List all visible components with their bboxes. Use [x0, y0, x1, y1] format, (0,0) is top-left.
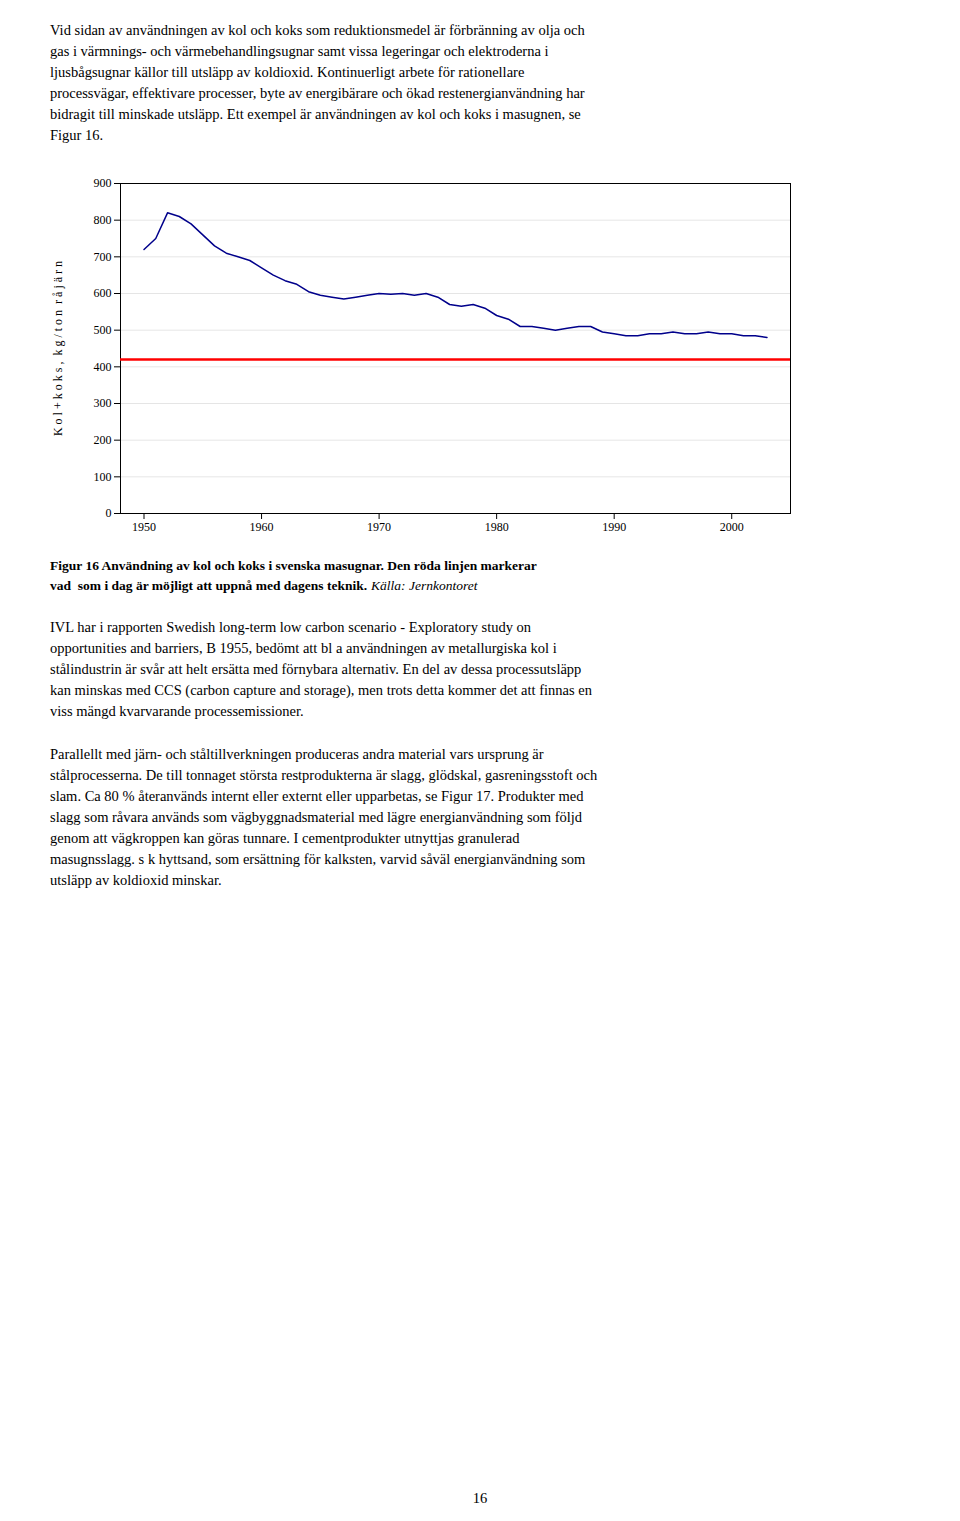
- html-text:Parallellt med järn- och stålt: Parallellt med järn- och ståltillverknin…: [50, 746, 598, 889]
- svg-text:100: 100: [94, 470, 112, 484]
- html-text:16: 16: [472, 1490, 488, 1506]
- html-text:Vid sidan av användningen av k: Vid sidan av användningen av kol och kok…: [50, 22, 585, 144]
- svg-text:300: 300: [94, 396, 112, 410]
- svg-text:0: 0: [106, 506, 112, 520]
- svg-text:900: 900: [94, 176, 112, 190]
- svg-text:K o l + k o k s , k g / t o n: K o l + k o k s , k g / t o n r å j ä r …: [51, 261, 65, 436]
- svg-text:500: 500: [94, 323, 112, 337]
- svg-text:200: 200: [94, 433, 112, 447]
- svg-text:800: 800: [94, 213, 112, 227]
- svg-text:1980: 1980: [485, 520, 509, 534]
- html-text:Figur 16 Användning av kol och: Figur 16 Användning av kol och koks i sv…: [50, 558, 537, 593]
- svg-text:1990: 1990: [602, 520, 626, 534]
- html-text:IVL har i rapporten Swedish lo: IVL har i rapporten Swedish long-term lo…: [50, 619, 592, 720]
- svg-text:1970: 1970: [367, 520, 391, 534]
- svg-text:600: 600: [94, 286, 112, 300]
- svg-text:400: 400: [94, 360, 112, 374]
- svg-text:700: 700: [94, 250, 112, 264]
- svg-text:1960: 1960: [250, 520, 274, 534]
- svg-text:2000: 2000: [720, 520, 744, 534]
- svg-text:1950: 1950: [132, 520, 156, 534]
